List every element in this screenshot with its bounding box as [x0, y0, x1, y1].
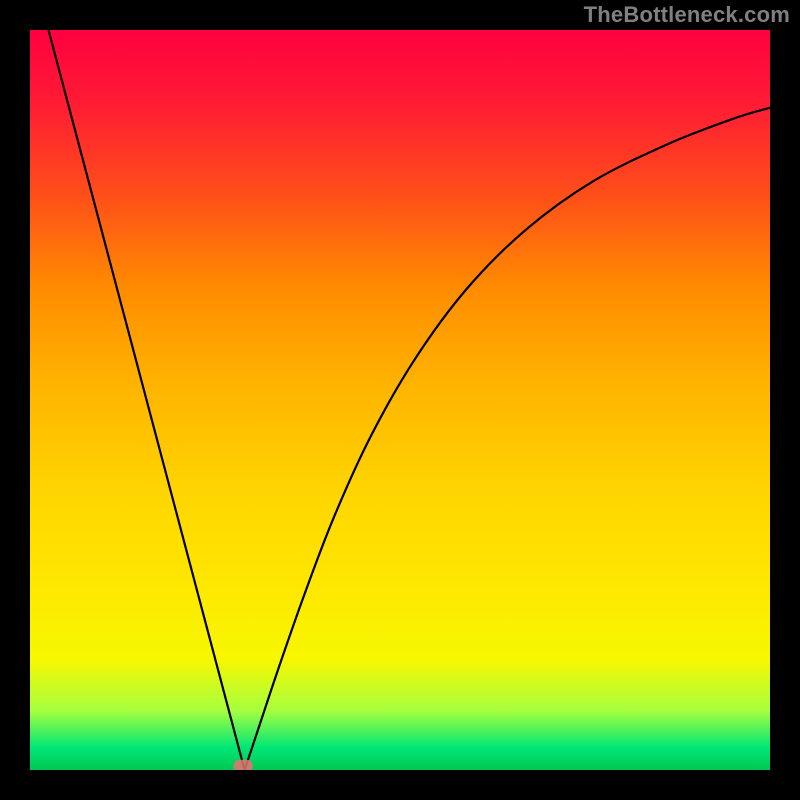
plot-svg — [0, 0, 800, 800]
chart-container: TheBottleneck.com — [0, 0, 800, 800]
plot-background — [30, 30, 770, 770]
dip-marker — [234, 760, 253, 773]
watermark-text: TheBottleneck.com — [584, 2, 790, 28]
